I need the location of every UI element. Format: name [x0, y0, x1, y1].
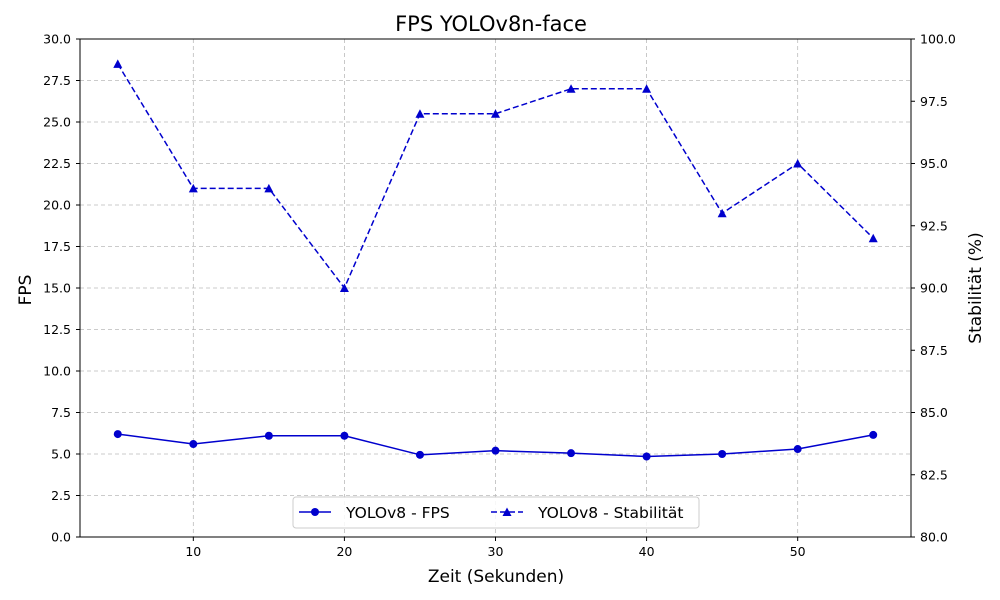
- y2-tick-label: 92.5: [920, 218, 948, 233]
- data-point-fps: [718, 450, 727, 458]
- x-tick-label: 50: [790, 544, 806, 559]
- y-tick-label: 25.0: [43, 115, 71, 130]
- data-point-stability: [793, 159, 803, 168]
- y2-tick-label: 82.5: [920, 467, 948, 482]
- y2-tick-label: 85.0: [920, 405, 948, 420]
- data-point-stability: [113, 59, 123, 68]
- data-point-fps: [415, 450, 424, 459]
- y-axis-title: FPS: [16, 275, 36, 306]
- x-tick-label: 20: [336, 544, 352, 559]
- y-tick-label: 2.5: [51, 488, 71, 503]
- y-tick-label: 12.5: [43, 322, 71, 337]
- data-point-fps: [264, 431, 273, 440]
- legend-label-fps: YOLOv8 - FPS: [345, 504, 450, 522]
- legend-marker-circle: [311, 508, 319, 516]
- y-tick-label: 5.0: [51, 447, 71, 462]
- legend-label-stability: YOLOv8 - Stabilität: [537, 504, 683, 522]
- y-tick-label: 30.0: [43, 32, 71, 47]
- ticks: 10 20 30 40 50 0.0 2.5 5.0 7.5 10.0 12.5 15.0 17.5 20…: [43, 32, 956, 560]
- data-point-stability: [642, 84, 652, 93]
- data-point-stability: [188, 183, 198, 193]
- y-tick-label: 7.5: [51, 405, 71, 420]
- legend-item-stability: YOLOv8 - Stabilität: [491, 504, 683, 522]
- legend: YOLOv8 - FPS YOLOv8 - Stabilität: [292, 496, 700, 529]
- x-tick-label: 40: [639, 544, 655, 559]
- y2-tick-label: 90.0: [920, 281, 948, 296]
- data-point-stability: [264, 183, 274, 193]
- legend-item-fps: YOLOv8 - FPS: [299, 504, 450, 522]
- data-point-fps: [340, 431, 349, 440]
- y2-axis-title: Stabilität (%): [966, 232, 986, 343]
- legend-marker-triangle: [502, 507, 512, 516]
- data-point-stability: [491, 109, 500, 118]
- y2-tick-label: 87.5: [920, 343, 948, 358]
- data-point-fps: [793, 445, 802, 454]
- x-tick-label: 30: [488, 544, 504, 559]
- data-point-stability: [339, 283, 349, 292]
- series-layer: [113, 59, 878, 461]
- y2-tick-label: 95.0: [920, 156, 948, 171]
- data-point-fps: [491, 446, 500, 455]
- data-point-fps: [189, 440, 198, 449]
- x-tick-label: 10: [185, 544, 201, 559]
- y2-tick-label: 100.0: [920, 32, 956, 47]
- data-point-fps: [642, 452, 651, 461]
- y-tick-label: 0.0: [51, 530, 71, 545]
- chart-title: FPS YOLOv8n-face: [395, 12, 587, 36]
- x-axis-title: Zeit (Sekunden): [428, 567, 564, 587]
- y2-tick-label: 97.5: [920, 94, 948, 109]
- data-point-stability: [415, 109, 425, 118]
- data-point-fps: [567, 449, 576, 458]
- y-tick-label: 22.5: [43, 156, 71, 171]
- y-tick-label: 15.0: [43, 281, 71, 296]
- y2-tick-label: 80.0: [920, 530, 948, 545]
- y-tick-label: 17.5: [43, 239, 71, 254]
- y-tick-label: 20.0: [43, 198, 71, 213]
- data-point-stability: [868, 233, 878, 243]
- data-point-stability: [566, 84, 576, 93]
- data-point-fps: [869, 430, 878, 439]
- y-tick-label: 27.5: [43, 73, 71, 88]
- data-point-fps: [113, 430, 122, 439]
- data-point-stability: [717, 208, 727, 218]
- y-tick-label: 10.0: [43, 364, 71, 379]
